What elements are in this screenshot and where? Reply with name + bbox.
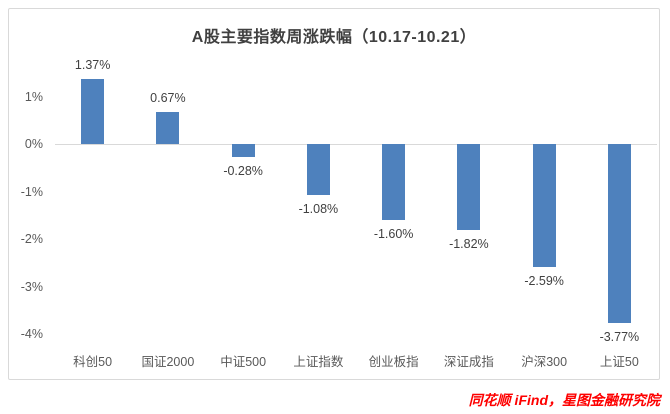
data-label: 1.37%	[74, 57, 111, 72]
bar-中证500	[231, 144, 255, 158]
plot-area: 1% 0% -1% -2% -3% -4% 1.37% 科创50 0.67% 国证2000 -0.2…	[9, 9, 659, 379]
data-label: -1.82%	[449, 237, 489, 252]
data-label: -0.28%	[223, 164, 263, 179]
chart-title: A股主要指数周涨跌幅（10.17-10.21）	[191, 29, 477, 46]
category-label: 国证2000	[141, 355, 195, 369]
category-label: 上证50	[599, 355, 639, 369]
category-label: 创业板指	[368, 355, 419, 369]
data-label: 0.67%	[150, 91, 186, 106]
data-label: -2.59%	[524, 274, 564, 289]
bar-创业板指	[382, 144, 406, 220]
y-axis-label: -3%	[20, 279, 43, 294]
y-axis-label: -2%	[20, 232, 43, 246]
category-label: 深证成指	[443, 355, 494, 369]
data-label: -3.77%	[599, 330, 640, 345]
category-label: 科创50	[73, 355, 113, 369]
bar-上证指数	[306, 144, 330, 196]
data-label: -1.60%	[373, 227, 414, 241]
bar-沪深300	[532, 144, 556, 268]
zero-axis-line	[55, 144, 657, 145]
bar-国证2000	[156, 112, 180, 144]
y-axis-label: -1%	[20, 184, 43, 199]
source-attribution: 同花顺 iFind，星图金融研究院	[468, 392, 660, 408]
chart-container: A股主要指数周涨跌幅（10.17-10.21） 1% 0% -1% -2% -3% -4%…	[8, 8, 660, 380]
bar-上证50	[607, 144, 631, 324]
bar-科创50	[81, 78, 105, 144]
bar-深证成指	[457, 144, 481, 231]
y-axis-label: 1%	[24, 89, 43, 104]
category-label: 沪深300	[521, 355, 568, 369]
category-label: 中证500	[220, 355, 267, 369]
data-label: -1.08%	[298, 202, 339, 217]
y-axis-label: -4%	[20, 327, 43, 341]
category-label: 上证指数	[293, 355, 344, 369]
y-axis-label: 0%	[24, 137, 43, 151]
